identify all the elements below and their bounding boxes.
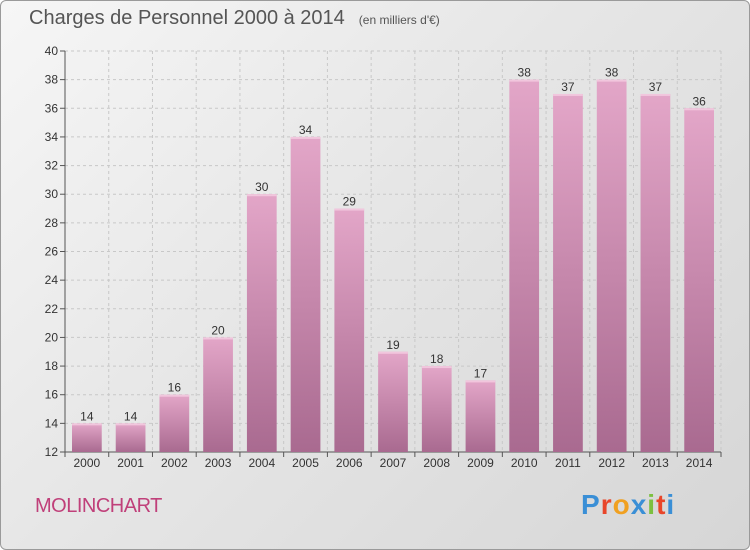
bar-highlight [553,93,583,96]
y-tick-label: 20 [45,330,59,344]
x-tick-label: 2014 [686,456,713,470]
x-tick-label: 2009 [467,456,494,470]
bar-value-label: 14 [124,409,138,423]
y-tick-label: 16 [45,388,59,402]
bar-highlight [246,194,277,197]
x-tick-label: 2012 [598,456,625,470]
y-tick-label: 24 [45,273,59,287]
bar [203,337,233,452]
bar [421,366,452,452]
bar-value-label: 17 [474,366,488,380]
y-tick-label: 34 [45,130,59,144]
x-tick-label: 2006 [336,456,363,470]
y-tick-label: 28 [45,216,59,230]
y-tick-label: 36 [45,101,59,115]
bar-highlight [203,337,233,340]
bar-highlight [334,208,365,211]
commune-name: MOLINCHART [35,495,162,517]
y-tick-label: 26 [45,245,59,259]
bar-value-label: 19 [386,338,400,352]
chart-unit: (en milliers d'€) [358,13,440,27]
bar [334,208,365,452]
bar-value-label: 38 [605,66,619,80]
bar-highlight [596,79,627,82]
logo-letter: P [581,489,601,520]
bar [596,79,627,453]
bar-highlight [378,351,408,354]
bar-value-label: 37 [561,80,575,94]
logo-letter: r [600,489,613,520]
bar-value-label: 36 [692,94,706,108]
bar [509,79,540,453]
y-tick-label: 22 [45,302,59,316]
bar-highlight [509,79,540,82]
logo-letter: i [647,489,657,520]
bar-highlight [684,108,715,111]
x-tick-label: 2008 [423,456,450,470]
y-tick-label: 18 [45,359,59,373]
bar [246,194,277,452]
bar-value-label: 14 [80,409,94,423]
logo-letter: o [612,489,631,520]
bar-value-label: 38 [518,66,532,80]
bar-value-label: 37 [649,80,663,94]
bar-value-label: 30 [255,180,269,194]
bars [71,79,715,453]
y-tick-label: 38 [45,73,59,87]
y-tick-label: 40 [45,44,59,58]
bar [115,423,146,452]
y-tick-label: 12 [45,445,59,459]
bar-highlight [71,423,102,426]
bar-highlight [159,394,190,397]
bar-highlight [115,423,146,426]
x-tick-label: 2005 [292,456,319,470]
x-tick-label: 2001 [117,456,144,470]
bar-highlight [290,136,321,139]
bar [290,136,321,452]
bar-value-label: 29 [343,195,357,209]
bar [71,423,102,452]
proxiti-logo: Proxiti [581,489,675,521]
logo-letter: x [630,489,648,520]
y-tick-label: 30 [45,187,59,201]
x-tick-label: 2011 [555,456,581,470]
logo-letter: t [656,489,667,520]
bar [640,93,671,452]
chart-title-text: Charges de Personnel 2000 à 2014 [29,7,345,29]
x-tick-label: 2002 [161,456,188,470]
x-tick-label: 2003 [205,456,232,470]
bar-highlight [465,380,496,383]
y-tick-label: 32 [45,159,59,173]
bar-value-label: 16 [168,381,182,395]
bar-value-label: 20 [211,323,225,337]
chart-title: Charges de Personnel 2000 à 2014 (en mill… [29,7,440,30]
bar [159,394,190,452]
bar-value-label: 34 [299,123,313,137]
x-tick-label: 2007 [380,456,407,470]
bar [378,351,408,452]
x-tick-label: 2004 [248,456,275,470]
bar-highlight [640,93,671,96]
y-tick-label: 14 [45,416,59,430]
logo-letter: i [666,489,676,520]
bar [684,108,715,453]
x-tick-label: 2013 [642,456,669,470]
bar [465,380,496,452]
x-tick-label: 2000 [74,456,101,470]
x-tick-label: 2010 [511,456,538,470]
bar-highlight [421,366,452,369]
bar [553,93,583,452]
labels: 12 14 16 18 20 22 24 26 28 30 32 34 36 38 40 14 2000 14 20… [45,44,713,470]
bar-value-label: 18 [430,352,444,366]
